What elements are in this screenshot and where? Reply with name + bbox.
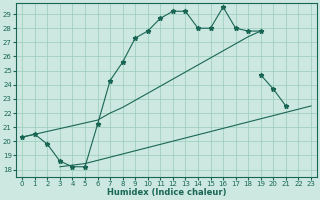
- X-axis label: Humidex (Indice chaleur): Humidex (Indice chaleur): [107, 188, 226, 197]
